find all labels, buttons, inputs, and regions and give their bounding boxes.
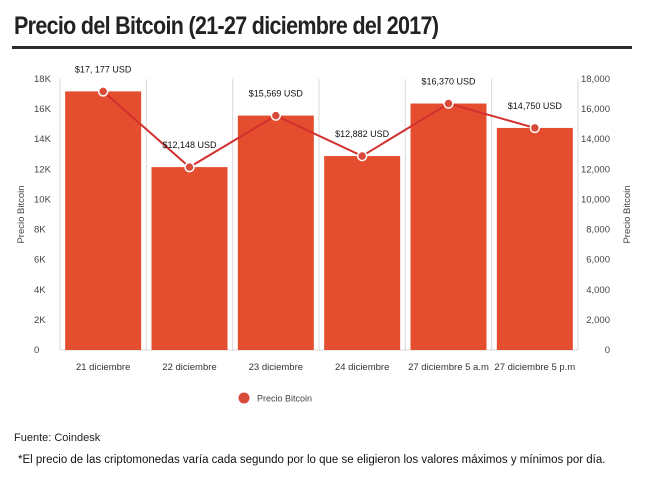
bar [237,115,314,350]
bar [65,91,142,350]
y-tick-label-left: 12K [34,164,52,175]
source-text: Fuente: Coindesk [14,432,101,444]
series-line [102,90,536,169]
y-tick-label-right: 6,000 [586,255,610,266]
y-tick-label-left: 6K [34,255,46,266]
price-line [97,86,541,173]
data-label: $16,370 USD [421,77,476,87]
y-tick-label-right: 8,000 [586,225,610,236]
bitcoin-price-chart: $17, 177 USD $12,148 USD $15,569 USD $12,88… [16,64,633,404]
data-point [184,161,195,173]
x-tick-label: 23 diciembre [249,362,303,373]
data-label: $17, 177 USD [75,64,132,74]
y-tick-label-right: 0 [605,345,610,356]
grid-lines [59,79,579,351]
footnote: *El precio de las criptomonedas varía ca… [18,454,606,466]
data-label: $14,750 USD [508,101,563,111]
y-tick-label-left: 2K [34,315,46,326]
data-label: $15,569 USD [249,89,304,99]
data-label: $12,148 USD [162,140,217,150]
y-axis-title-right: Precio Bitcoin [622,185,633,243]
data-labels: $17, 177 USD $12,148 USD $15,569 USD $12,88… [75,64,562,150]
bar [496,127,573,350]
legend-label[interactable]: Precio Bitcoin [257,394,312,404]
y-tick-label-left: 10K [34,194,52,205]
x-tick-label: 27 diciembre 5 p.m [494,362,575,373]
y-axis-title-left: Precio Bitcoin [16,185,27,243]
y-tick-label-left: 14K [34,134,52,145]
bars [65,91,573,350]
x-tick-label: 27 diciembre 5 a.m [408,362,489,373]
data-point [443,98,454,109]
y-tick-label-right: 10,000 [581,194,610,205]
y-tick-label-right: 16,000 [581,104,610,115]
data-point [270,110,282,121]
data-point [529,122,541,134]
bar [410,103,487,350]
legend-marker[interactable] [238,392,250,404]
y-tick-label-right: 4,000 [586,285,610,296]
y-tick-label-left: 4K [34,285,46,296]
y-tick-label-right: 14,000 [581,134,610,145]
chart-title: Precio del Bitcoin (21-27 diciembre del … [14,12,439,40]
data-label: $12,882 USD [335,129,390,139]
legend[interactable]: Precio Bitcoin [238,392,313,404]
x-tick-label: 24 diciembre [335,362,389,373]
axes: 0 2K 4K 6K 8K 10K 12K 14K 16K 18K 0 2,000 4,000 6,000… [16,74,633,373]
bar [151,167,228,350]
title-rule [12,46,632,49]
y-tick-label-left: 0 [34,345,39,356]
y-tick-label-right: 2,000 [586,315,610,326]
y-tick-label-right: 12,000 [581,164,610,175]
bar [324,156,401,350]
y-tick-label-left: 16K [34,104,52,115]
data-point [356,150,368,162]
x-tick-label: 21 diciembre [76,362,130,373]
y-tick-label-left: 18K [34,74,52,85]
y-tick-label-left: 8K [34,225,46,236]
x-tick-label: 22 diciembre [162,362,216,373]
data-point [97,86,109,97]
y-tick-label-right: 18,000 [581,74,610,85]
